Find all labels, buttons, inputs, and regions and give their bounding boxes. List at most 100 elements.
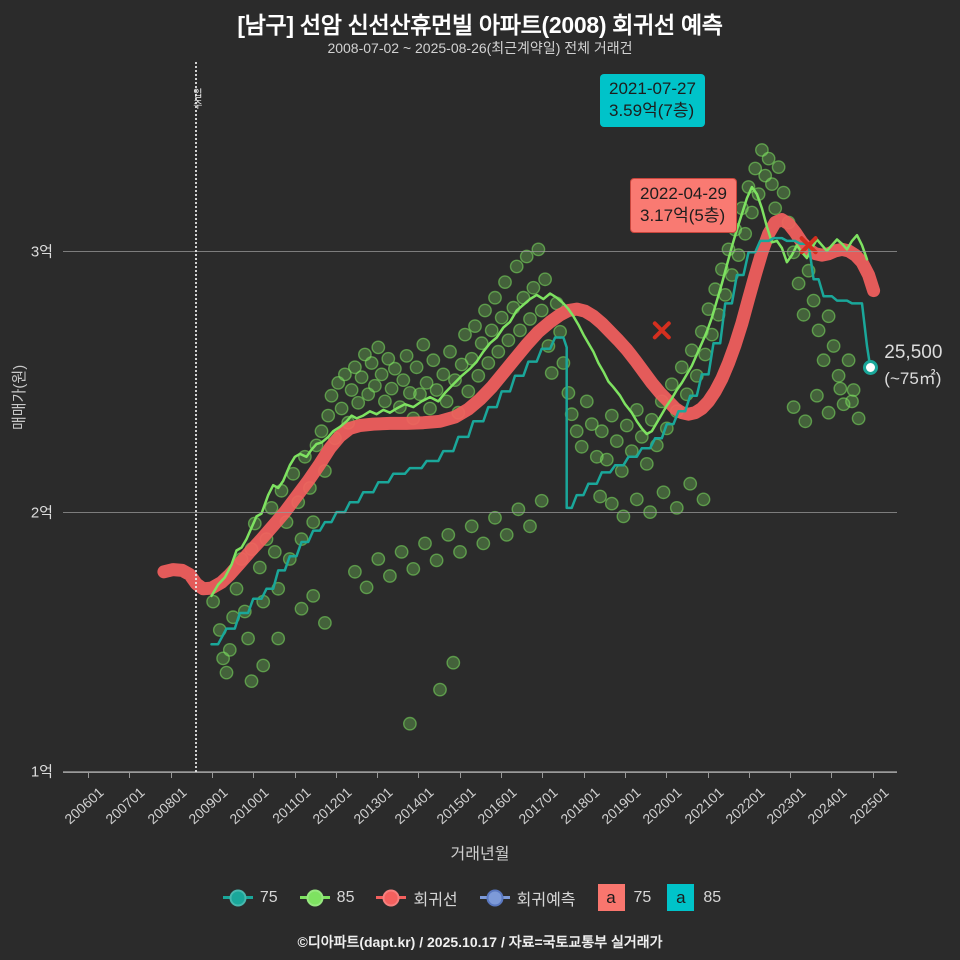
scatter-point [394, 544, 409, 559]
x-axis-tick-label: 201501 [432, 784, 479, 828]
scatter-point [768, 201, 783, 216]
x-axis-tick-label: 201701 [515, 784, 562, 828]
x-axis-tick-label: 202301 [763, 784, 809, 828]
scatter-point [488, 290, 502, 305]
scatter-point [619, 418, 634, 433]
x-axis-tick-label: 201301 [350, 784, 396, 828]
scatter-point [294, 601, 309, 616]
scatter-point [498, 275, 512, 290]
scatter-point [534, 303, 549, 318]
legend-line-swatch [222, 889, 253, 906]
x-axis-tick-label: 200701 [102, 784, 149, 828]
x-axis-tick-label: 202201 [722, 784, 768, 828]
end-value: 25,500 [884, 342, 943, 364]
scatter-point [494, 310, 509, 325]
scatter-point [593, 489, 607, 504]
x-axis-tick-label: 202001 [639, 784, 685, 828]
chart-canvas [157, 143, 881, 731]
scatter-point [382, 569, 397, 583]
scatter-point [461, 384, 476, 399]
x-axis-tick-label: 202101 [680, 784, 727, 828]
scatter-point [478, 303, 492, 318]
scatter-point [446, 655, 461, 670]
scatter-point [846, 383, 861, 397]
scatter-point [664, 377, 679, 392]
move-in-label: 입주 [190, 88, 202, 110]
legend-badge: a [597, 884, 625, 911]
scatter-point [441, 527, 456, 542]
scatter-point [765, 177, 779, 192]
legend-item[interactable]: 회귀예측 [479, 886, 576, 910]
scatter-point [594, 424, 609, 439]
annotation-peak-date: 2021-07-27 [609, 79, 696, 98]
legend-badge-item[interactable]: a 75 [597, 884, 651, 911]
scatter-point [347, 360, 362, 375]
x-axis-tick-mark [583, 772, 585, 778]
x-axis-tick-mark [418, 772, 420, 778]
x-axis-tick-mark [170, 772, 172, 778]
scatter-point [614, 464, 629, 478]
chart-legend: 75 85 회귀선 회귀예측 a 75 a 85 [0, 884, 960, 911]
x-axis-tick-label: 202501 [845, 784, 892, 828]
scatter-point [409, 360, 424, 375]
scatter-point [359, 580, 374, 595]
scatter-point [354, 370, 369, 385]
scatter-point [786, 400, 801, 414]
annotation-second-date: 2022-04-29 [640, 184, 727, 203]
scatter-point [306, 515, 321, 529]
scatter-point [443, 344, 457, 359]
scatter-point [347, 564, 362, 579]
legend-badge-item[interactable]: a 85 [667, 884, 721, 911]
scatter-point [317, 616, 332, 630]
annotation-second[interactable]: 2022-04-29 3.17억(5층) [630, 178, 737, 233]
plot-area [63, 62, 897, 772]
legend-item[interactable]: 75 [222, 889, 278, 907]
scatter-point [696, 492, 711, 507]
page-title: [남구] 선암 신선산휴먼빌 아파트(2008) 회귀선 예측 [237, 12, 723, 38]
scatter-point [458, 327, 472, 342]
scatter-point [252, 560, 267, 575]
legend-dot [382, 889, 400, 906]
y-axis-tick-label: 2억 [30, 504, 53, 522]
scatter-point [256, 658, 271, 673]
x-axis-tick-mark [211, 772, 213, 778]
x-axis-tick-label: 202401 [804, 784, 851, 828]
scatter-point [826, 339, 841, 353]
scatter-point [816, 353, 831, 368]
x-axis-tick-mark [294, 772, 296, 778]
legend-label: 회귀선 [413, 891, 458, 909]
outlier-marker [652, 321, 671, 340]
legend-line-swatch [376, 889, 407, 906]
legend-item[interactable]: 회귀선 [376, 886, 458, 910]
legend-item[interactable]: 85 [299, 889, 354, 907]
x-axis-tick-label: 201101 [268, 784, 314, 827]
scatter-point [831, 368, 846, 383]
x-axis-tick-mark [831, 772, 833, 778]
scatter-point [796, 307, 811, 322]
scatter-point [271, 631, 286, 646]
scatter-point [589, 449, 604, 464]
scatter-point [264, 500, 279, 515]
scatter-point [806, 293, 821, 308]
scatter-point [364, 356, 379, 370]
scatter-point [468, 319, 482, 333]
x-axis-tick-label: 200601 [61, 784, 107, 828]
y-axis-tick-label: 1억 [30, 763, 53, 781]
scatter-point [698, 347, 713, 362]
scatter-point [531, 242, 546, 257]
annotation-peak[interactable]: 2021-07-27 3.59억(7층) [600, 74, 705, 127]
scatter-point [629, 492, 644, 507]
scatter-point [745, 205, 759, 220]
scatter-point [381, 351, 396, 366]
legend-dot [229, 889, 247, 906]
legend-label: 회귀예측 [516, 891, 576, 909]
scatter-point [399, 348, 414, 363]
scatter-point [511, 502, 526, 517]
outlier-marker [799, 236, 818, 255]
scatter-point [833, 381, 848, 396]
scatter-point [791, 276, 806, 291]
scatter-point [324, 388, 339, 403]
scatter-point [418, 536, 432, 551]
scatter-point [453, 544, 467, 559]
